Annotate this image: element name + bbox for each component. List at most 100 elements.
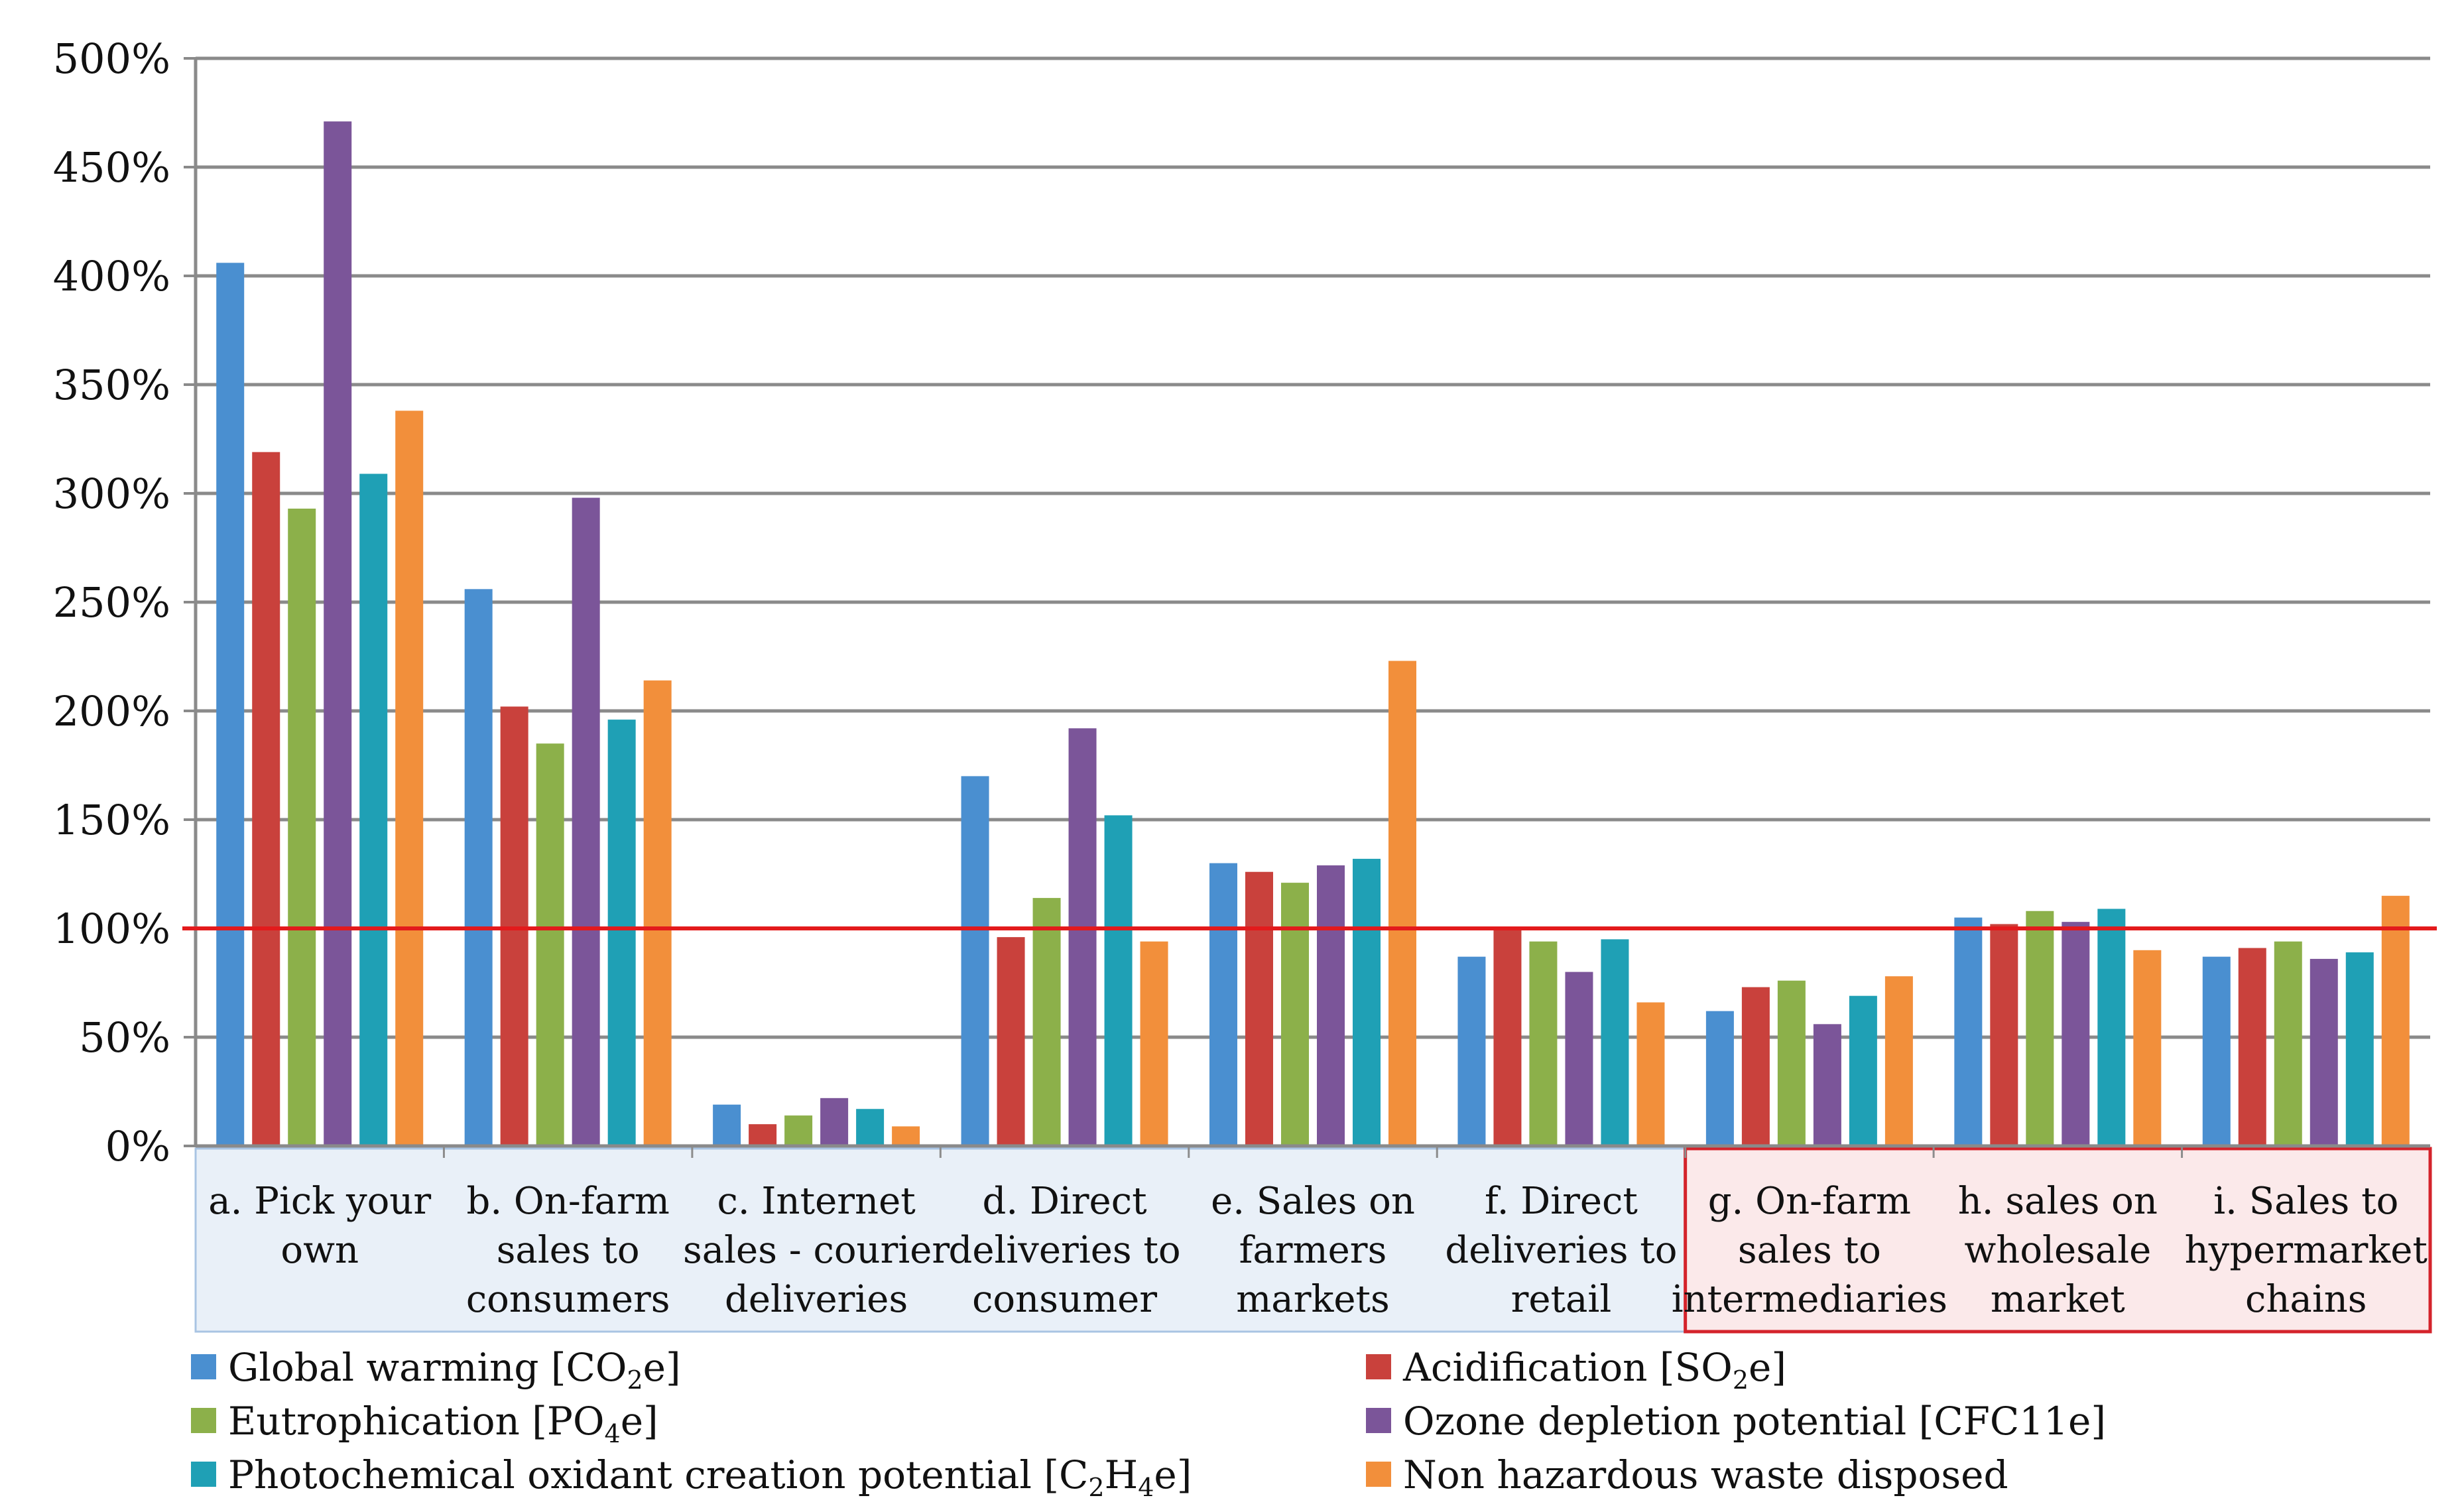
- bar-series-1-cat-4: [961, 776, 989, 1146]
- bar-series-2-cat-4: [997, 937, 1025, 1146]
- category-label: sales - courier: [683, 1229, 950, 1272]
- bar-series-5-cat-3: [856, 1109, 885, 1146]
- category-label: a. Pick your: [208, 1180, 431, 1223]
- bar-series-3-cat-9: [2274, 941, 2302, 1146]
- y-tick-label: 350%: [53, 361, 170, 409]
- bar-series-2-cat-5: [1245, 871, 1273, 1146]
- y-tick-label: 100%: [53, 905, 170, 953]
- legend-label-6: Non hazardous waste disposed: [1403, 1452, 2008, 1497]
- legend-swatch-2: [1366, 1354, 1391, 1379]
- category-panels: [194, 1146, 2432, 1334]
- category-label: own: [280, 1229, 359, 1272]
- bar-series-4-cat-9: [2310, 958, 2338, 1146]
- y-tick-label: 400%: [53, 252, 170, 300]
- bar-series-3-cat-2: [536, 743, 564, 1146]
- bar-series-4-cat-3: [820, 1098, 849, 1146]
- bar-series-2-cat-1: [252, 452, 280, 1147]
- bar-series-1-cat-3: [713, 1104, 741, 1146]
- legend-label-5: Photochemical oxidant creation potential…: [228, 1452, 1192, 1502]
- category-label: wholesale: [1964, 1229, 2151, 1272]
- bar-series-6-cat-5: [1388, 661, 1416, 1146]
- category-group-panel-2: [1684, 1147, 2432, 1334]
- bar-series-3-cat-1: [288, 508, 316, 1146]
- category-label: markets: [1236, 1278, 1390, 1321]
- legend-swatch-6: [1366, 1462, 1391, 1487]
- bar-series-5-cat-7: [1849, 995, 1877, 1146]
- category-label: deliveries to: [948, 1229, 1180, 1272]
- bar-series-4-cat-7: [1813, 1024, 1841, 1146]
- bar-series-4-cat-1: [324, 121, 352, 1146]
- legend: Global warming [CO2e] Acidification [SO2e…: [191, 1345, 2106, 1502]
- bar-series-5-cat-8: [2097, 909, 2126, 1146]
- category-label: c. Internet: [717, 1180, 916, 1223]
- bar-series-4-cat-5: [1317, 865, 1345, 1146]
- y-tick-label: 50%: [79, 1013, 170, 1062]
- category-label: chains: [2245, 1278, 2367, 1321]
- y-tick-label: 450%: [53, 143, 170, 192]
- y-tick-label: 150%: [53, 796, 170, 844]
- bar-series-2-cat-2: [500, 706, 528, 1146]
- bar-series-5-cat-9: [2345, 952, 2374, 1146]
- bar-series-3-cat-3: [784, 1115, 813, 1146]
- legend-label-2: Acidification [SO2e]: [1402, 1345, 1786, 1395]
- y-tick-label: 300%: [53, 470, 170, 518]
- category-label: sales to: [497, 1229, 640, 1272]
- category-label: sales to: [1738, 1229, 1881, 1272]
- category-label: consumers: [466, 1278, 670, 1321]
- category-label: market: [1991, 1278, 2125, 1321]
- bar-series-1-cat-9: [2202, 956, 2231, 1146]
- category-label: deliveries to: [1445, 1229, 1677, 1272]
- category-label: i. Sales to: [2213, 1180, 2398, 1223]
- bar-series-3-cat-6: [1529, 941, 1558, 1146]
- bar-series-5-cat-6: [1601, 939, 1629, 1146]
- bar-series-6-cat-2: [643, 680, 672, 1146]
- bar-series-4-cat-8: [2062, 922, 2090, 1146]
- bar-series-2-cat-6: [1493, 928, 1522, 1146]
- bar-series-6-cat-6: [1636, 1002, 1665, 1146]
- bar-series-2-cat-3: [749, 1124, 777, 1146]
- y-tick-label: 500%: [53, 34, 170, 83]
- category-label: e. Sales on: [1211, 1180, 1415, 1223]
- legend-label-3: Eutrophication [PO4e]: [228, 1399, 658, 1448]
- category-labels: a. Pick your own b. On-farm sales to consume…: [208, 1180, 2428, 1321]
- bar-series-4-cat-2: [572, 497, 600, 1146]
- bar-series-1-cat-6: [1457, 956, 1486, 1146]
- bar-series-1-cat-1: [216, 263, 245, 1146]
- bar-series-5-cat-1: [359, 473, 388, 1146]
- bar-series-3-cat-7: [1777, 980, 1806, 1146]
- category-label: intermediaries: [1672, 1278, 1947, 1321]
- category-label: g. On-farm: [1708, 1180, 1911, 1223]
- bars: [216, 121, 2410, 1147]
- category-label: retail: [1511, 1278, 1612, 1321]
- bar-series-4-cat-6: [1565, 972, 1593, 1146]
- category-label: d. Direct: [983, 1180, 1148, 1223]
- bar-series-2-cat-8: [1990, 924, 2018, 1146]
- y-tick-label: 250%: [53, 578, 170, 627]
- y-axis-tick-labels: 0% 50% 100% 150% 200% 250% 300% 350% 400% 450% 500…: [53, 34, 170, 1170]
- category-label: f. Direct: [1485, 1180, 1638, 1223]
- bar-series-6-cat-8: [2133, 950, 2162, 1146]
- bar-series-5-cat-4: [1104, 815, 1133, 1146]
- category-label: b. On-farm: [466, 1180, 669, 1223]
- category-label: consumer: [972, 1278, 1157, 1321]
- legend-label-1: Global warming [CO2e]: [228, 1345, 681, 1395]
- bar-series-6-cat-4: [1140, 941, 1168, 1146]
- legend-swatch-1: [191, 1354, 216, 1379]
- bar-series-2-cat-7: [1741, 987, 1770, 1146]
- bar-series-6-cat-9: [2381, 895, 2410, 1146]
- category-label: hypermarket: [2185, 1229, 2428, 1272]
- bar-series-6-cat-1: [395, 410, 424, 1146]
- legend-swatch-4: [1366, 1408, 1391, 1433]
- bar-series-1-cat-2: [464, 589, 493, 1146]
- bar-series-1-cat-5: [1209, 863, 1237, 1146]
- bar-series-4-cat-4: [1068, 728, 1097, 1146]
- bar-series-6-cat-7: [1884, 976, 1913, 1146]
- bar-series-3-cat-5: [1281, 883, 1309, 1146]
- bar-series-1-cat-7: [1705, 1011, 1734, 1146]
- category-group-panel-1: [194, 1147, 1687, 1333]
- bar-series-3-cat-4: [1032, 898, 1061, 1146]
- category-label: deliveries: [725, 1278, 908, 1321]
- bar-series-5-cat-2: [607, 720, 636, 1146]
- y-tick-label: 200%: [53, 687, 170, 735]
